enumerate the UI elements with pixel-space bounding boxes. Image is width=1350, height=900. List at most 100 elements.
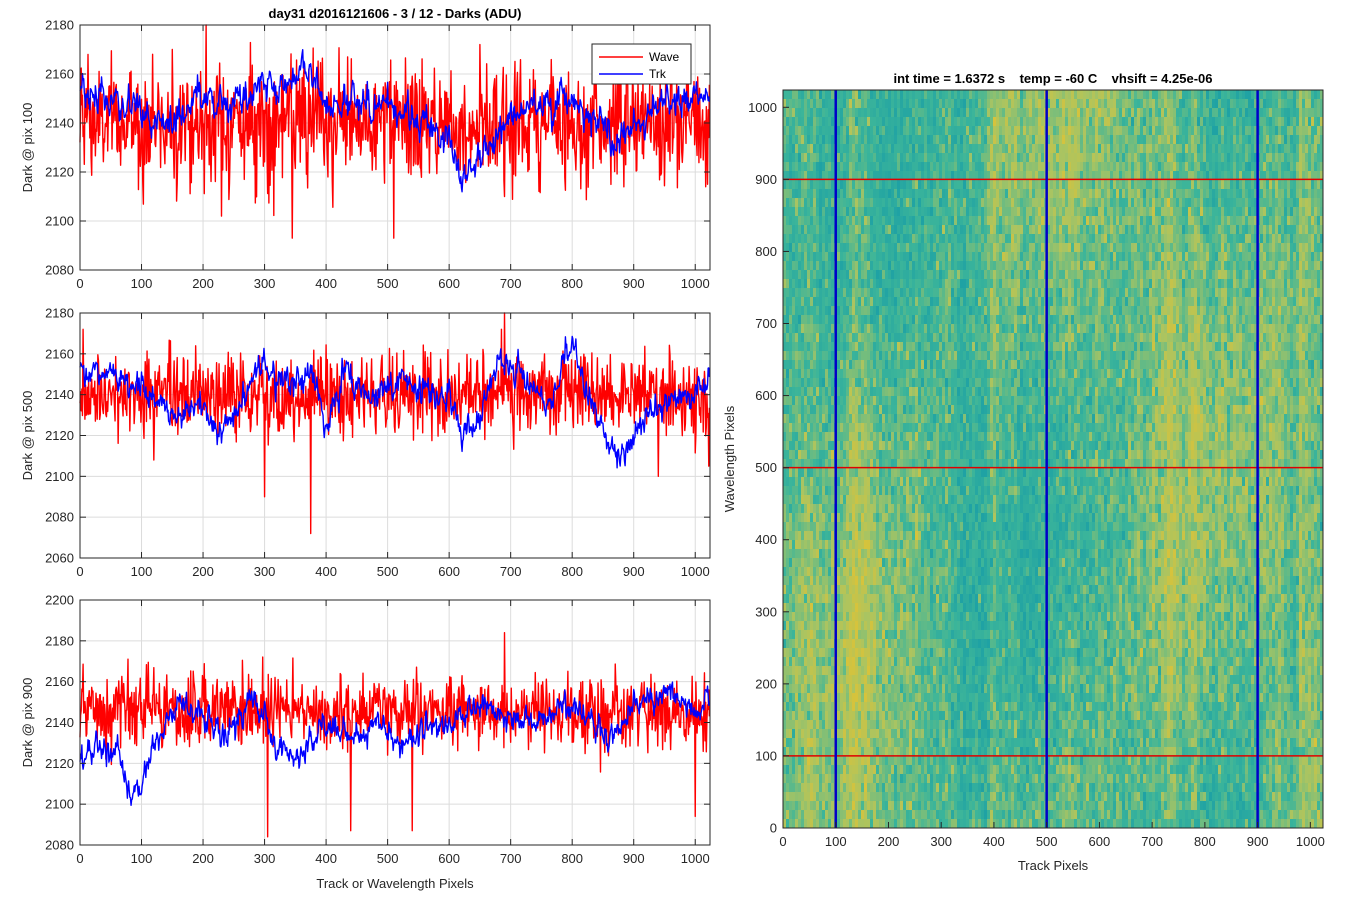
heatmap-cell bbox=[1302, 270, 1306, 280]
heatmap-cell bbox=[1254, 315, 1258, 325]
heatmap-cell bbox=[798, 99, 802, 109]
heatmap-cell bbox=[1104, 126, 1108, 136]
heatmap-cell bbox=[891, 288, 895, 298]
heatmap-cell bbox=[837, 297, 841, 307]
heatmap-cell bbox=[843, 198, 847, 208]
heatmap-cell bbox=[1314, 306, 1318, 316]
heatmap-cell bbox=[1032, 270, 1036, 280]
heatmap-cell bbox=[1203, 279, 1207, 289]
heatmap-cell bbox=[1203, 90, 1207, 100]
heatmap-cell bbox=[1176, 180, 1180, 190]
heatmap-cell bbox=[1221, 288, 1225, 298]
heatmap-cell bbox=[1215, 180, 1219, 190]
heatmap-cell bbox=[1143, 297, 1147, 307]
heatmap-cell bbox=[1134, 306, 1138, 316]
heatmap-cell bbox=[1077, 288, 1081, 298]
heatmap-cell bbox=[786, 153, 790, 163]
heatmap-cell bbox=[990, 117, 994, 127]
heatmap-cell bbox=[1230, 108, 1234, 118]
heatmap-cell bbox=[1026, 288, 1030, 298]
heatmap-cell bbox=[1038, 126, 1042, 136]
heatmap-cell bbox=[825, 198, 829, 208]
heatmap-cell bbox=[984, 153, 988, 163]
heatmap-cell bbox=[1005, 144, 1009, 154]
heatmap-cell bbox=[1149, 288, 1153, 298]
heatmap-cell bbox=[900, 297, 904, 307]
heatmap-cell bbox=[897, 144, 901, 154]
heatmap-cell bbox=[1203, 162, 1207, 172]
heatmap-cell bbox=[966, 171, 970, 181]
heatmap-cell bbox=[1248, 225, 1252, 235]
heatmap-cell bbox=[1272, 99, 1276, 109]
heatmap-cell bbox=[783, 99, 787, 109]
heatmap-cell bbox=[828, 216, 832, 226]
heatmap-cell bbox=[1023, 234, 1027, 244]
heatmap-cell bbox=[1035, 279, 1039, 289]
heatmap-cell bbox=[1068, 297, 1072, 307]
heatmap-cell bbox=[798, 90, 802, 100]
heatmap-cell bbox=[1008, 126, 1012, 136]
heatmap-cell bbox=[1215, 261, 1219, 271]
heatmap-cell bbox=[978, 234, 982, 244]
heatmap-cell bbox=[1251, 153, 1255, 163]
heatmap-cell bbox=[789, 324, 793, 334]
heatmap-cell bbox=[861, 207, 865, 217]
heatmap-cell bbox=[936, 270, 940, 280]
heatmap-cell bbox=[849, 117, 853, 127]
heatmap-cell bbox=[1098, 108, 1102, 118]
heatmap-cell bbox=[867, 297, 871, 307]
heatmap-cell bbox=[828, 207, 832, 217]
heatmap-cell bbox=[945, 162, 949, 172]
heatmap-cell bbox=[1155, 279, 1159, 289]
heatmap-cell bbox=[1029, 90, 1033, 100]
heatmap-cell bbox=[1017, 153, 1021, 163]
heatmap-cell bbox=[1071, 144, 1075, 154]
heatmap-cell bbox=[936, 108, 940, 118]
heatmap-cell bbox=[939, 108, 943, 118]
heatmap-cell bbox=[975, 288, 979, 298]
heatmap-cell bbox=[1080, 126, 1084, 136]
heatmap-cell bbox=[1266, 306, 1270, 316]
heatmap-cell bbox=[1182, 135, 1186, 145]
heatmap-cell bbox=[1188, 288, 1192, 298]
heatmap-cell bbox=[900, 315, 904, 325]
heatmap-cell bbox=[885, 297, 889, 307]
heatmap-cell bbox=[1146, 297, 1150, 307]
heatmap-cell bbox=[846, 171, 850, 181]
heatmap-cell bbox=[1092, 171, 1096, 181]
heatmap-cell bbox=[927, 153, 931, 163]
heatmap-cell bbox=[1287, 234, 1291, 244]
heatmap-cell bbox=[1152, 234, 1156, 244]
heatmap-cell bbox=[855, 252, 859, 262]
heatmap-cell bbox=[1080, 153, 1084, 163]
heatmap-cell bbox=[1059, 234, 1063, 244]
heatmap-cell bbox=[1320, 261, 1324, 271]
heatmap-cell bbox=[825, 324, 829, 334]
heatmap-cell bbox=[1017, 162, 1021, 172]
heatmap-cell bbox=[1245, 180, 1249, 190]
heatmap-cell bbox=[867, 306, 871, 316]
heatmap-cell bbox=[1023, 180, 1027, 190]
heatmap-cell bbox=[843, 144, 847, 154]
heatmap-cell bbox=[1080, 198, 1084, 208]
heatmap-cell bbox=[1311, 198, 1315, 208]
heatmap-cell bbox=[1119, 297, 1123, 307]
heatmap-cell bbox=[1272, 180, 1276, 190]
heatmap-cell bbox=[846, 261, 850, 271]
heatmap-cell bbox=[1221, 180, 1225, 190]
heatmap-cell bbox=[1122, 189, 1126, 199]
heatmap-cell bbox=[1224, 162, 1228, 172]
heatmap-cell bbox=[1113, 144, 1117, 154]
heatmap-cell bbox=[1107, 189, 1111, 199]
heatmap-cell bbox=[864, 144, 868, 154]
heatmap-cell bbox=[1227, 162, 1231, 172]
heatmap-cell bbox=[1023, 117, 1027, 127]
heatmap-cell bbox=[822, 297, 826, 307]
heatmap-cell bbox=[936, 288, 940, 298]
heatmap-cell bbox=[1215, 171, 1219, 181]
heatmap-cell bbox=[1080, 171, 1084, 181]
heatmap-cell bbox=[1011, 315, 1015, 325]
heatmap-cell bbox=[1254, 243, 1258, 253]
heatmap-cell bbox=[792, 297, 796, 307]
heatmap-cell bbox=[1014, 279, 1018, 289]
